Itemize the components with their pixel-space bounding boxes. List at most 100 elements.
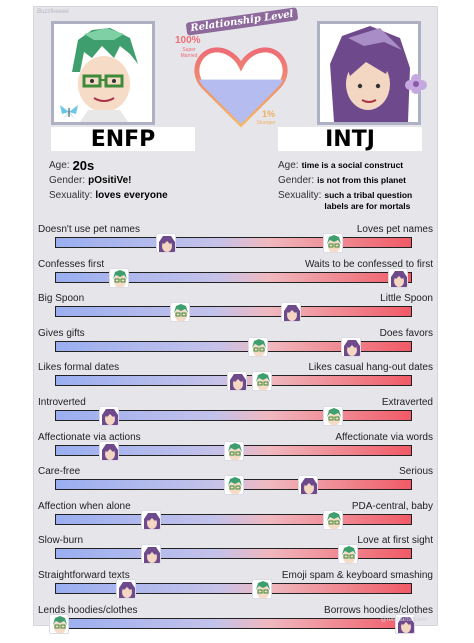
enfp-age-value: 20s xyxy=(72,158,95,173)
purple-hair-character-image xyxy=(320,24,418,122)
bottom-caption: Stranger xyxy=(256,120,276,126)
sexuality-label: Sexuality: xyxy=(49,190,93,201)
trait-row: Care-free Serious xyxy=(34,466,439,504)
trait-row: Likes formal dates Likes casual hang-out … xyxy=(34,362,439,400)
trait-row: Gives gifts Does favors xyxy=(34,328,439,366)
enfp-profile-info: Age: 20s Gender: pOsitiVe! Sexuality: lo… xyxy=(49,158,168,203)
enfp-gender-row: Gender: pOsitiVe! xyxy=(49,173,168,188)
trait-right-label: Serious xyxy=(399,466,433,478)
trait-row: Affectionate via actions Affectionate via… xyxy=(34,432,439,470)
trait-left-label: Doesn't use pet names xyxy=(38,224,140,235)
intj-sexuality-value: such a tribal question labels are for mo… xyxy=(324,190,413,211)
intj-gender-row: Gender: is not from this planet xyxy=(278,173,436,188)
trait-slider-track xyxy=(55,548,412,560)
enfp-position-marker xyxy=(223,440,244,461)
enfp-sexuality-value: loves everyone xyxy=(95,190,168,201)
trait-slider-track xyxy=(55,410,412,421)
trait-row: Straightforward texts Emoji spam & keyboa… xyxy=(34,570,439,608)
trait-right-label: PDA-central, baby xyxy=(351,500,433,512)
trait-row: Affection when alone PDA-central, baby xyxy=(34,501,439,539)
intj-position-marker xyxy=(394,613,415,634)
trait-slider-track xyxy=(55,237,412,248)
trait-row: Lends hoodies/clothes Borrows hoodies/clo… xyxy=(34,605,439,643)
intj-position-marker xyxy=(98,440,119,461)
intj-gender-value: is not from this planet xyxy=(317,175,406,185)
intj-position-marker xyxy=(98,406,119,426)
intj-type-label: INTJ xyxy=(278,127,422,152)
enfp-position-marker xyxy=(248,336,269,357)
trait-left-label: Big Spoon xyxy=(38,293,85,305)
trait-left-label: Affection when alone xyxy=(38,500,131,512)
trait-left-label: Likes formal dates xyxy=(38,362,120,374)
trait-right-label: Little Spoon xyxy=(380,293,433,305)
intj-sexuality-row: Sexuality: such a tribal question labels… xyxy=(278,188,436,212)
gender-label: Gender: xyxy=(278,175,315,186)
enfp-position-marker xyxy=(337,544,358,565)
trait-right-label: Affectionate via words xyxy=(335,431,433,443)
trait-slider-track xyxy=(55,583,412,594)
intj-position-marker xyxy=(298,475,319,496)
enfp-gender-value: pOsitiVe! xyxy=(88,175,132,186)
intj-age-row: Age: time is a social construct xyxy=(278,158,436,173)
relationship-level-title: Relationship Level xyxy=(185,7,299,36)
enfp-position-marker xyxy=(169,302,190,323)
sexuality-label: Sexuality: xyxy=(278,190,322,201)
trait-left-label: Slow-burn xyxy=(38,535,84,547)
trait-right-label: Waits to be confessed to first xyxy=(304,258,433,270)
trait-row: Introverted Extraverted xyxy=(34,397,439,435)
gender-label: Gender: xyxy=(49,175,86,186)
intj-position-marker xyxy=(227,371,248,392)
trait-right-label: Loves pet names xyxy=(356,224,433,235)
trait-slider-track xyxy=(55,340,412,352)
intj-position-marker xyxy=(141,544,162,565)
intj-portrait xyxy=(317,21,421,125)
enfp-position-marker xyxy=(223,475,244,496)
brand-mark: Buzzfeeeee xyxy=(37,9,69,15)
trait-right-label: Likes casual hang-out dates xyxy=(308,362,433,374)
green-hair-character-image xyxy=(54,24,152,122)
enfp-position-marker xyxy=(323,233,344,253)
trait-slider-track xyxy=(55,271,412,283)
trait-left-label: Gives gifts xyxy=(38,327,85,339)
intj-position-marker xyxy=(141,509,162,530)
intj-position-marker xyxy=(280,302,301,323)
intj-position-marker xyxy=(116,579,137,599)
trait-left-label: Affectionate via actions xyxy=(38,431,141,443)
enfp-position-marker xyxy=(252,579,273,599)
trait-right-label: Extraverted xyxy=(381,397,433,408)
top-percent: 100% xyxy=(175,35,201,46)
age-label: Age: xyxy=(49,160,70,171)
enfp-position-marker xyxy=(109,267,130,288)
trait-row: Slow-burn Love at first sight xyxy=(34,535,439,573)
trait-left-label: Care-free xyxy=(38,466,81,478)
butterfly-icon xyxy=(60,105,78,119)
bottom-percent: 1% xyxy=(262,109,276,119)
trait-row: Doesn't use pet names Loves pet names xyxy=(34,224,439,262)
enfp-type-label: ENFP xyxy=(51,127,195,152)
enfp-portrait xyxy=(51,21,155,125)
intj-age-value: time is a social construct xyxy=(301,160,404,170)
intj-position-marker xyxy=(387,267,408,288)
enfp-position-marker xyxy=(323,509,344,530)
artist-watermark: @reishiartsdraws xyxy=(380,617,427,623)
trait-slider-track xyxy=(55,306,412,318)
enfp-age-row: Age: 20s xyxy=(49,158,168,173)
trait-slider-track xyxy=(55,513,412,525)
trait-row: Confesses first Waits to be confessed to … xyxy=(34,259,439,297)
flower-icon xyxy=(405,74,427,94)
trait-row: Big Spoon Little Spoon xyxy=(34,293,439,331)
trait-left-label: Straightforward texts xyxy=(38,570,130,581)
trait-right-label: Emoji spam & keyboard smashing xyxy=(281,570,433,581)
chart-card: Buzzfeeeee xyxy=(33,6,439,634)
enfp-sexuality-row: Sexuality: loves everyone xyxy=(49,188,168,203)
compatibility-heart xyxy=(194,47,288,128)
trait-right-label: Love at first sight xyxy=(357,535,433,547)
trait-left-label: Confesses first xyxy=(38,258,105,270)
enfp-position-marker xyxy=(48,613,69,634)
trait-right-label: Does favors xyxy=(379,327,433,339)
intj-profile-info: Age: time is a social construct Gender: … xyxy=(278,158,436,212)
trait-right-label: Borrows hoodies/clothes xyxy=(324,604,433,616)
trait-left-label: Introverted xyxy=(38,397,86,408)
trait-left-label: Lends hoodies/clothes xyxy=(38,604,138,616)
age-label: Age: xyxy=(278,160,299,171)
